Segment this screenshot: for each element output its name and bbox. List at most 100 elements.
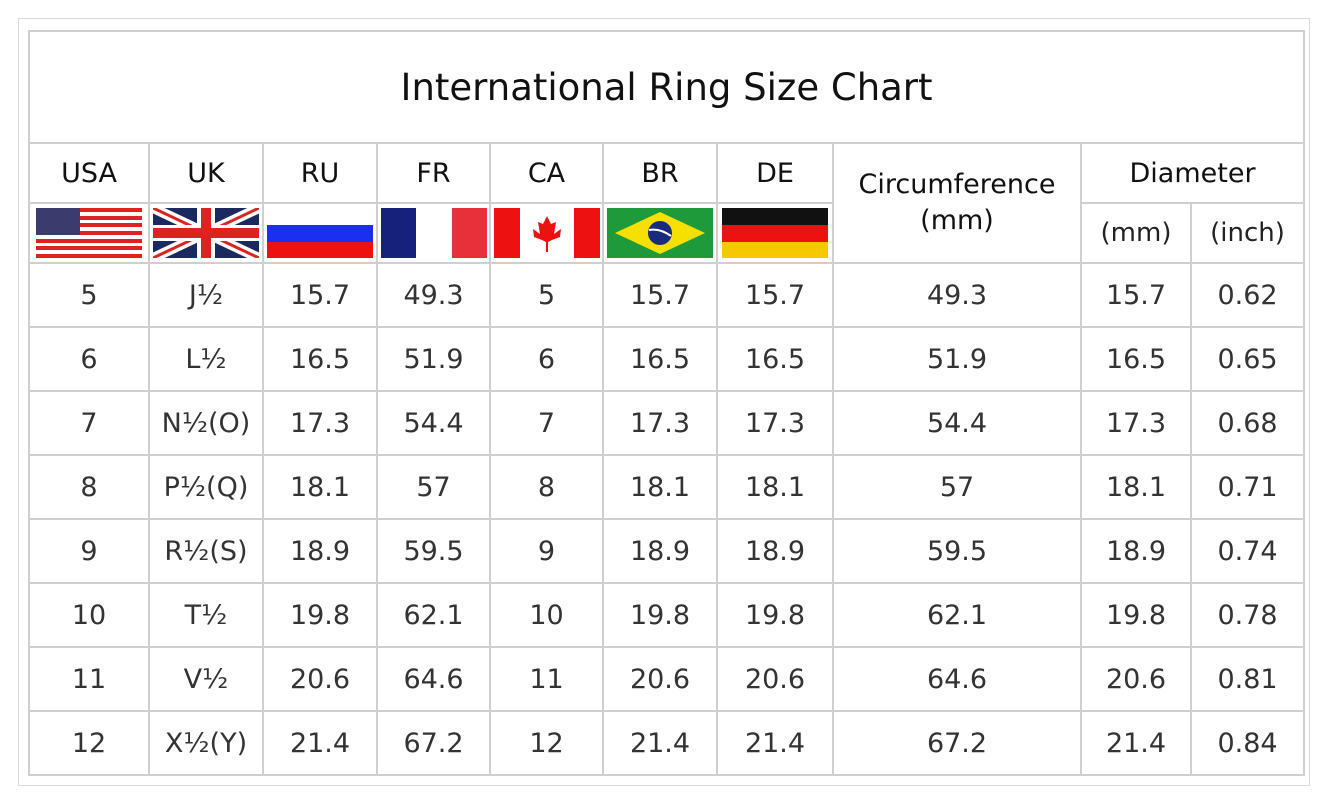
cell-de: 18.9 <box>716 518 834 584</box>
table-row: 5 J½ 15.7 49.3 5 15.7 15.7 49.3 15.7 0.62 <box>28 262 1306 328</box>
cell-ca: 12 <box>489 710 604 776</box>
cell-uk: P½(Q) <box>148 454 264 520</box>
cell-de: 21.4 <box>716 710 834 776</box>
cell-br: 19.8 <box>602 582 718 648</box>
cell-diameter-inch: 0.81 <box>1189 646 1306 712</box>
header-br: BR <box>602 142 718 204</box>
cell-circumference-mm: 67.2 <box>832 710 1082 776</box>
cell-circumference-mm: 64.6 <box>832 646 1082 712</box>
cell-usa: 12 <box>28 710 150 776</box>
cell-de: 16.5 <box>716 326 834 392</box>
cell-fr: 62.1 <box>376 582 491 648</box>
cell-ru: 15.7 <box>262 262 378 328</box>
cell-de: 17.3 <box>716 390 834 456</box>
cell-diameter-mm: 16.5 <box>1080 326 1192 392</box>
table-row: 12 X½(Y) 21.4 67.2 12 21.4 21.4 67.2 21.4 0.84 <box>28 710 1306 776</box>
cell-ru: 18.9 <box>262 518 378 584</box>
cell-de: 18.1 <box>716 454 834 520</box>
cell-diameter-inch: 0.74 <box>1189 518 1306 584</box>
cell-br: 21.4 <box>602 710 718 776</box>
table-row: 8 P½(Q) 18.1 57 8 18.1 18.1 57 18.1 0.71 <box>28 454 1306 520</box>
cell-usa: 5 <box>28 262 150 328</box>
cell-diameter-inch: 0.65 <box>1189 326 1306 392</box>
cell-de: 19.8 <box>716 582 834 648</box>
table-row: 10 T½ 19.8 62.1 10 19.8 19.8 62.1 19.8 0.78 <box>28 582 1306 648</box>
cell-diameter-mm: 17.3 <box>1080 390 1192 456</box>
cell-diameter-mm: 21.4 <box>1080 710 1192 776</box>
ring-size-table: International Ring Size Chart USA UK RU … <box>27 30 1306 776</box>
cell-ca: 5 <box>489 262 604 328</box>
cell-diameter-mm: 19.8 <box>1080 582 1192 648</box>
cell-usa: 10 <box>28 582 150 648</box>
cell-ca: 9 <box>489 518 604 584</box>
cell-usa: 11 <box>28 646 150 712</box>
cell-br: 18.1 <box>602 454 718 520</box>
cell-uk: V½ <box>148 646 264 712</box>
cell-usa: 7 <box>28 390 150 456</box>
cell-de: 20.6 <box>716 646 834 712</box>
cell-fr: 64.6 <box>376 646 491 712</box>
cell-diameter-mm: 18.9 <box>1080 518 1192 584</box>
cell-fr: 67.2 <box>376 710 491 776</box>
header-diameter-mm: (mm) <box>1080 202 1192 264</box>
russia-flag-icon <box>262 202 378 264</box>
cell-ca: 11 <box>489 646 604 712</box>
table-row: 7 N½(O) 17.3 54.4 7 17.3 17.3 54.4 17.3 0.68 <box>28 390 1306 456</box>
cell-diameter-mm: 15.7 <box>1080 262 1192 328</box>
cell-ru: 21.4 <box>262 710 378 776</box>
canada-flag-icon <box>489 202 604 264</box>
page-title: International Ring Size Chart <box>27 30 1306 144</box>
cell-usa: 6 <box>28 326 150 392</box>
cell-circumference-mm: 54.4 <box>832 390 1082 456</box>
cell-br: 20.6 <box>602 646 718 712</box>
cell-usa: 8 <box>28 454 150 520</box>
table-row: 9 R½(S) 18.9 59.5 9 18.9 18.9 59.5 18.9 0.74 <box>28 518 1306 584</box>
cell-uk: X½(Y) <box>148 710 264 776</box>
cell-br: 18.9 <box>602 518 718 584</box>
cell-diameter-inch: 0.71 <box>1189 454 1306 520</box>
circumference-label: Circumference <box>858 169 1056 200</box>
brazil-flag-icon <box>602 202 718 264</box>
cell-ca: 10 <box>489 582 604 648</box>
cell-fr: 51.9 <box>376 326 491 392</box>
cell-br: 17.3 <box>602 390 718 456</box>
header-usa: USA <box>28 142 150 204</box>
table-row: 11 V½ 20.6 64.6 11 20.6 20.6 64.6 20.6 0.81 <box>28 646 1306 712</box>
cell-circumference-mm: 49.3 <box>832 262 1082 328</box>
cell-diameter-inch: 0.62 <box>1189 262 1306 328</box>
cell-uk: T½ <box>148 582 264 648</box>
cell-ru: 18.1 <box>262 454 378 520</box>
cell-uk: J½ <box>148 262 264 328</box>
france-flag-icon <box>376 202 491 264</box>
header-diameter-inch: (inch) <box>1189 202 1306 264</box>
germany-flag-icon <box>716 202 834 264</box>
cell-circumference-mm: 57 <box>832 454 1082 520</box>
cell-diameter-inch: 0.84 <box>1189 710 1306 776</box>
cell-uk: N½(O) <box>148 390 264 456</box>
cell-diameter-inch: 0.78 <box>1189 582 1306 648</box>
cell-circumference-mm: 51.9 <box>832 326 1082 392</box>
cell-diameter-inch: 0.68 <box>1189 390 1306 456</box>
cell-ca: 7 <box>489 390 604 456</box>
cell-fr: 57 <box>376 454 491 520</box>
cell-uk: R½(S) <box>148 518 264 584</box>
cell-br: 15.7 <box>602 262 718 328</box>
uk-flag-icon <box>148 202 264 264</box>
cell-fr: 54.4 <box>376 390 491 456</box>
header-de: DE <box>716 142 834 204</box>
cell-diameter-mm: 18.1 <box>1080 454 1192 520</box>
cell-ca: 6 <box>489 326 604 392</box>
header-ca: CA <box>489 142 604 204</box>
header-ru: RU <box>262 142 378 204</box>
header-fr: FR <box>376 142 491 204</box>
header-diameter: Diameter <box>1079 142 1306 204</box>
cell-fr: 49.3 <box>376 262 491 328</box>
cell-ca: 8 <box>489 454 604 520</box>
cell-usa: 9 <box>28 518 150 584</box>
cell-circumference-mm: 62.1 <box>832 582 1082 648</box>
cell-ru: 16.5 <box>262 326 378 392</box>
cell-ru: 20.6 <box>262 646 378 712</box>
circumference-unit: (mm) <box>920 205 994 236</box>
usa-flag-icon <box>28 202 150 264</box>
cell-ru: 19.8 <box>262 582 378 648</box>
